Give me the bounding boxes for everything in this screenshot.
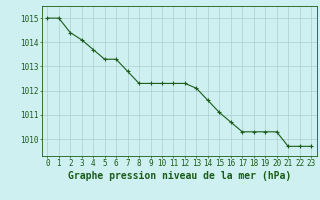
X-axis label: Graphe pression niveau de la mer (hPa): Graphe pression niveau de la mer (hPa) — [68, 171, 291, 181]
